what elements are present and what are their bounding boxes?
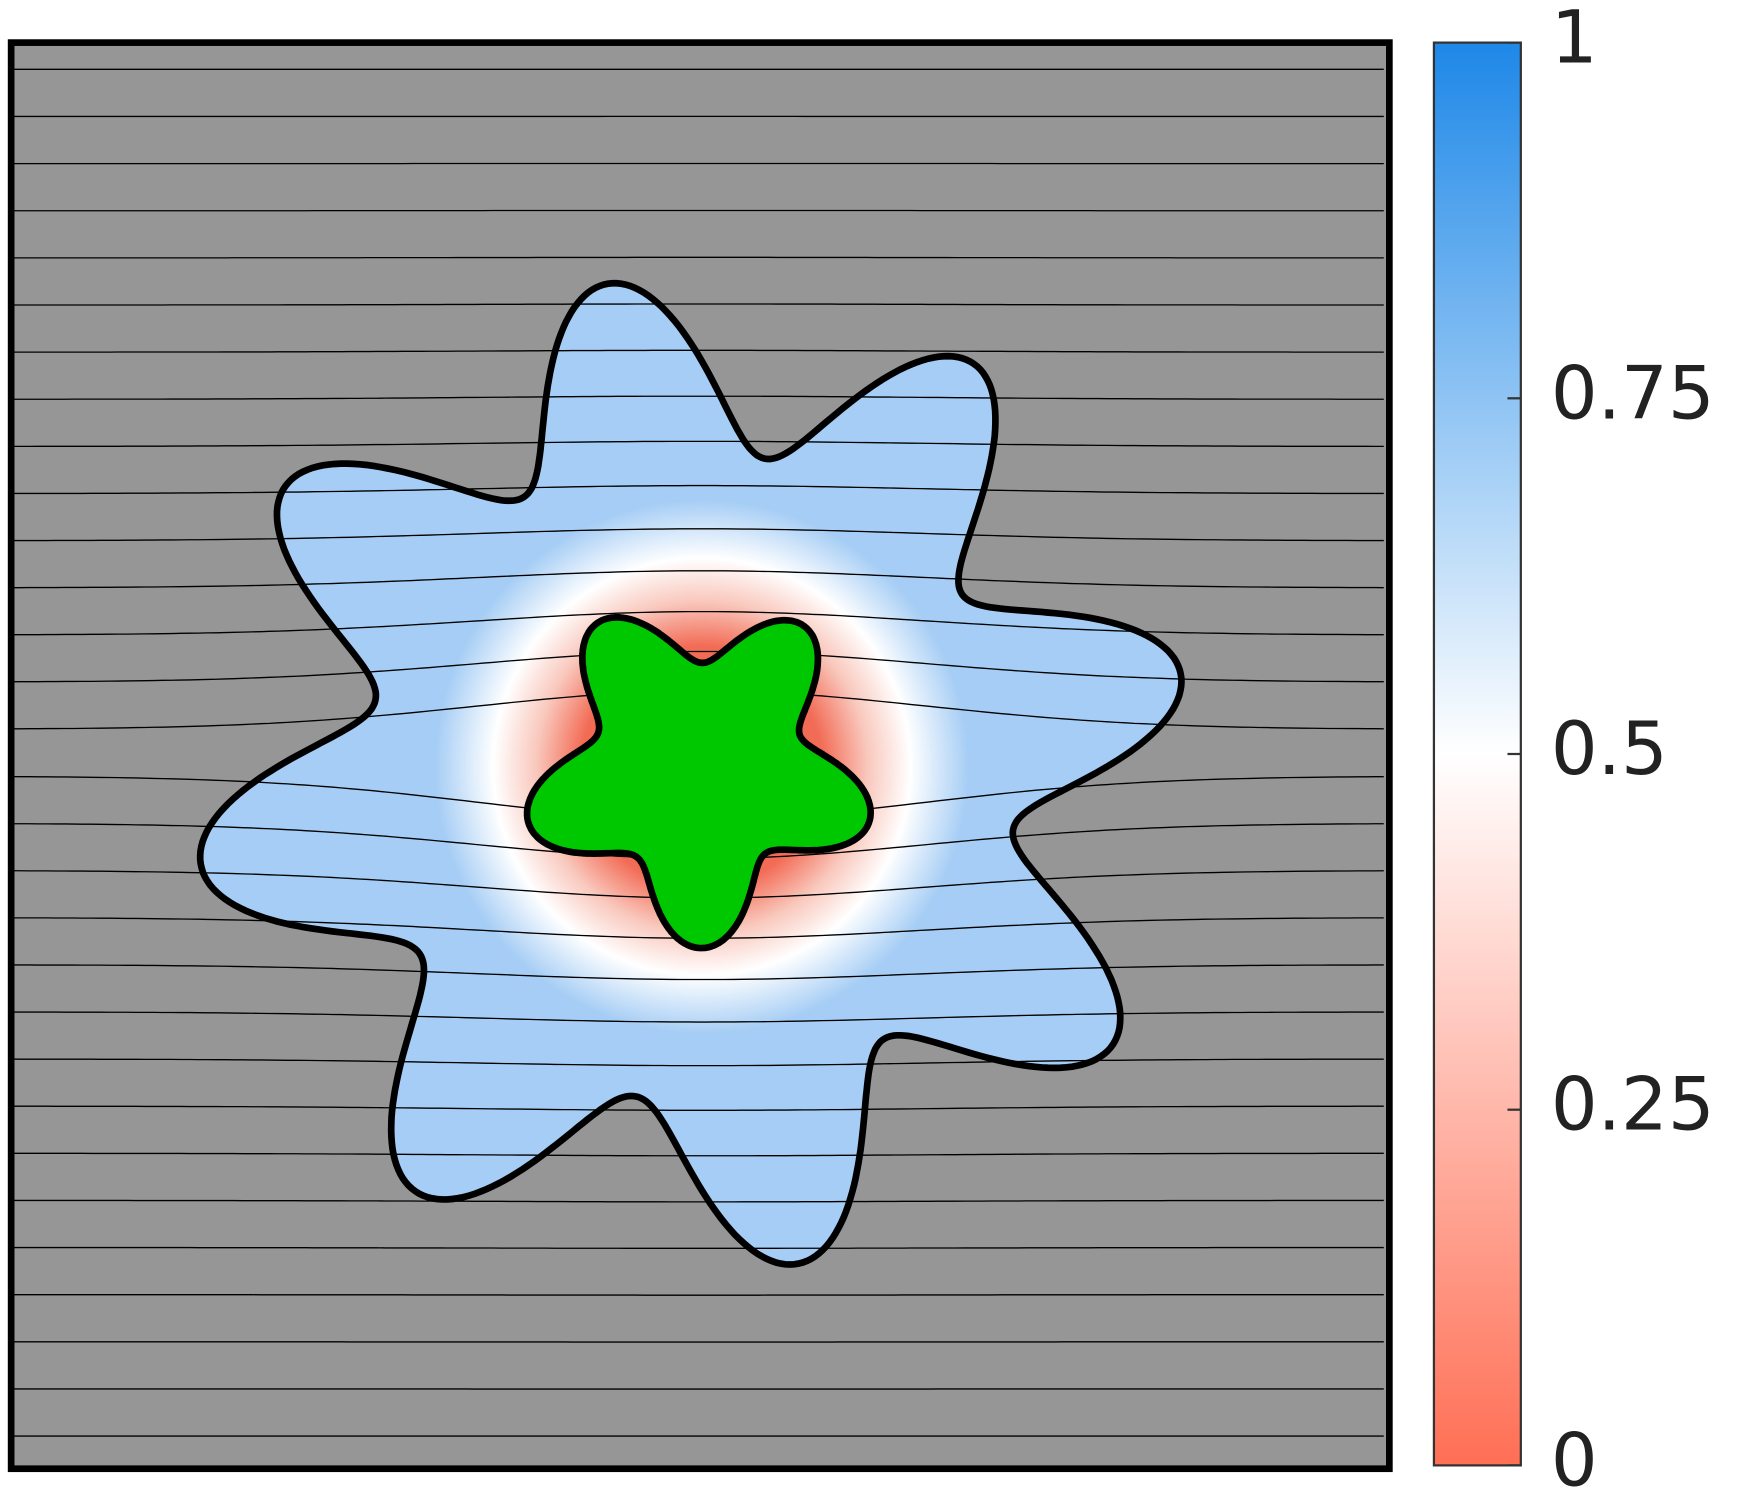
- colorbar-gradient: [1432, 41, 1522, 1467]
- inner-region: [523, 614, 874, 952]
- field: [11, 42, 1390, 1469]
- colorbar: 0 0.25 0.5 0.75 1: [1432, 0, 1715, 1503]
- streamline: [11, 484, 1384, 495]
- colorbar-tick-label: 0: [1551, 1418, 1598, 1503]
- outer-boundary: [196, 279, 1185, 1268]
- streamline: [11, 303, 1384, 306]
- streamline: [11, 1058, 1384, 1067]
- colorbar-tick-label: 0.5: [1551, 707, 1668, 792]
- streamline: [11, 570, 1384, 589]
- domain: [7, 39, 1393, 1473]
- streamline: [11, 395, 1384, 400]
- streamline: [11, 964, 1384, 981]
- domain-frame: [7, 39, 1393, 1473]
- streamline: [11, 610, 1384, 636]
- streamline: [11, 1105, 1384, 1111]
- streamline: [11, 1011, 1384, 1023]
- colorbar-tick-label: 1: [1551, 0, 1598, 81]
- streamline: [11, 1152, 1384, 1157]
- streamline: [11, 650, 1384, 683]
- streamline: [11, 1246, 1384, 1250]
- streamline: [11, 1199, 1384, 1203]
- colorbar-tick-label: 0.25: [1551, 1063, 1715, 1148]
- streamline: [11, 440, 1384, 448]
- streamline: [11, 256, 1384, 259]
- streamline: [11, 528, 1384, 542]
- colorbar-tick-label: 0.75: [1551, 351, 1715, 436]
